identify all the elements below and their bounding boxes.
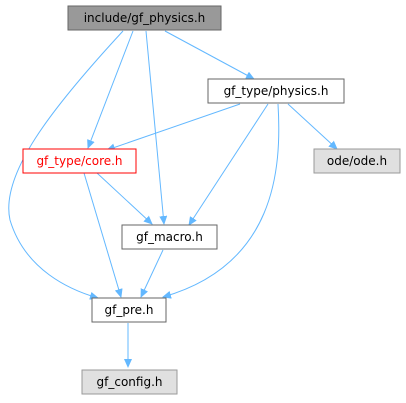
edge-physics-to-macro (188, 103, 269, 226)
node-gf-pre[interactable]: gf_pre.h (91, 297, 167, 323)
node-gf-type-physics[interactable]: gf_type/physics.h (207, 78, 345, 104)
edge-physics-to-ode (287, 103, 338, 150)
node-gf-type-core[interactable]: gf_type/core.h (22, 148, 137, 174)
node-include-gf-physics[interactable]: include/gf_physics.h (67, 5, 222, 31)
edges-layer (8, 30, 338, 368)
node-gf-macro[interactable]: gf_macro.h (121, 224, 218, 250)
node-label: gf_pre.h (105, 303, 154, 317)
node-gf-config[interactable]: gf_config.h (81, 369, 178, 395)
nodes-layer: include/gf_physics.h gf_type/physics.h g… (22, 5, 401, 395)
node-label: gf_config.h (97, 375, 163, 389)
edge-root-to-macro (145, 30, 168, 225)
edge-root-to-physics (164, 30, 255, 80)
node-label: gf_type/physics.h (224, 84, 329, 98)
edge-core-to-pre (83, 172, 123, 298)
node-ode-ode[interactable]: ode/ode.h (313, 148, 401, 174)
node-label: gf_macro.h (136, 230, 203, 244)
edge-physics-to-pre (162, 103, 280, 299)
edge-core-to-macro (96, 172, 153, 225)
edge-physics-to-core (106, 103, 241, 152)
node-label: ode/ode.h (327, 154, 387, 168)
node-label: include/gf_physics.h (84, 11, 206, 25)
edge-root-to-core (87, 30, 134, 149)
node-label: gf_type/core.h (36, 154, 122, 168)
edge-root-to-pre (8, 30, 124, 300)
edge-macro-to-pre (140, 249, 164, 298)
